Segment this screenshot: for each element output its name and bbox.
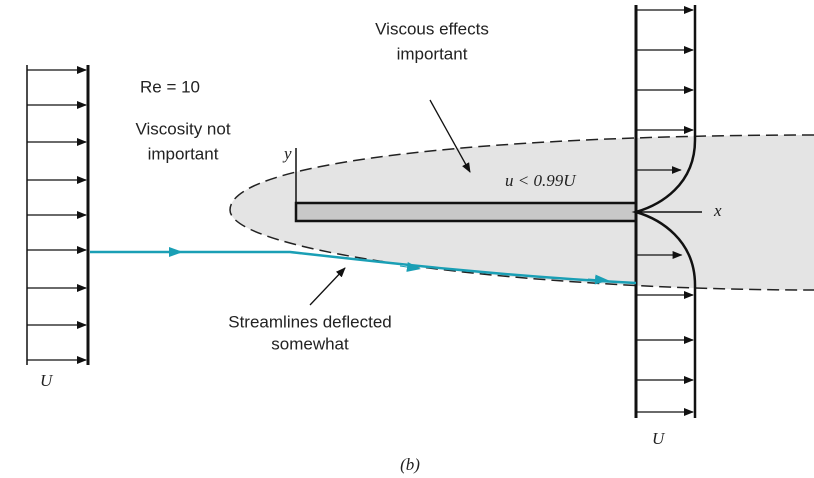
velocity-label: U xyxy=(652,429,666,448)
condition-label: u < 0.99U xyxy=(505,171,577,190)
note-line: important xyxy=(397,44,468,63)
note-line: Streamlines deflected xyxy=(228,312,391,331)
axis-label: x xyxy=(713,201,722,220)
pointer xyxy=(429,99,471,173)
streamline-arrow xyxy=(399,262,421,272)
note-line: Viscosity not xyxy=(135,119,230,138)
plate xyxy=(294,201,638,223)
note-line: important xyxy=(148,144,219,163)
note-line: Viscous effects xyxy=(375,19,489,38)
upstream-profile xyxy=(26,65,90,365)
reynolds-label: Re = 10 xyxy=(140,77,200,96)
streamline xyxy=(90,250,637,285)
axis-label: y xyxy=(282,144,292,163)
velocity-label: U xyxy=(40,371,54,390)
downstream-profile xyxy=(631,5,697,418)
note-line: somewhat xyxy=(271,334,349,353)
streamline-arrow xyxy=(587,274,609,285)
pointer xyxy=(309,267,346,306)
caption: (b) xyxy=(400,455,420,474)
